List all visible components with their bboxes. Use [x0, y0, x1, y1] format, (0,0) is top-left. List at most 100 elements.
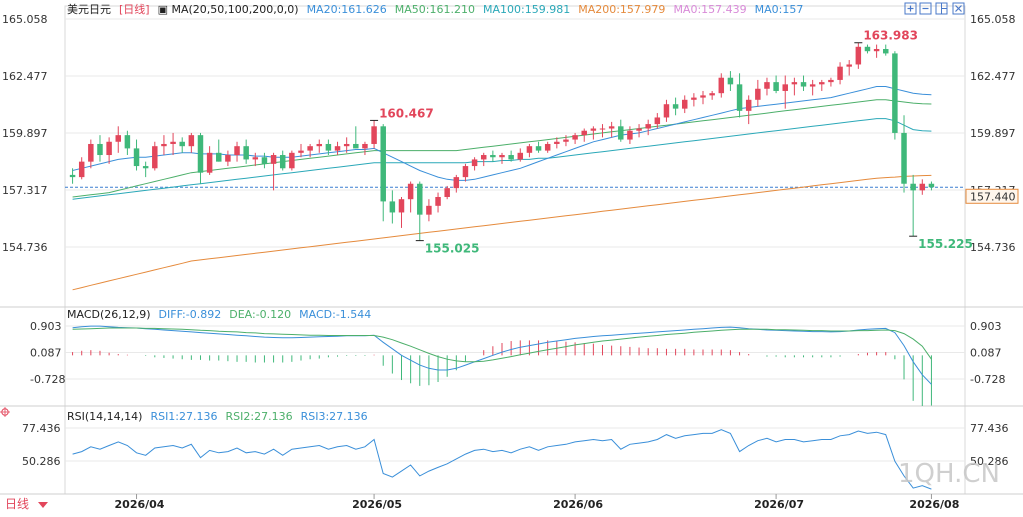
rsi-panel-header: RSI(14,14,14) RSI1:27.136 RSI2:27.136 RSI3:…: [67, 410, 368, 423]
price-tick-left: 157.317: [2, 184, 48, 197]
candle: [417, 181, 423, 241]
candle: [407, 181, 414, 213]
candle: [855, 42, 862, 69]
ma50-line: [72, 99, 932, 198]
candle: [901, 115, 907, 193]
price-tick-left: 165.058: [2, 13, 48, 26]
ma200-line: [72, 174, 932, 291]
crosshair-icon[interactable]: [0, 407, 10, 417]
period-switch[interactable]: 日线: [5, 497, 48, 511]
layout-icon[interactable]: [935, 2, 948, 15]
date-axis: 2026/04 2026/05 2026/06 2026/07 2026/08: [115, 494, 959, 511]
candle: [892, 51, 898, 140]
candle: [745, 95, 752, 125]
axes: 165.058 165.058 162.477 162.477 159.897 159.8…: [2, 13, 1019, 468]
macd-value: DEA:-0.120: [229, 308, 291, 321]
candle: [581, 128, 587, 142]
ma-value: MA50:161.210: [395, 3, 475, 16]
macd-tick-right: 0.087: [970, 347, 1002, 360]
collapse-arrow-icon[interactable]: [38, 502, 48, 508]
candle: [69, 168, 76, 184]
close-icon[interactable]: [952, 2, 965, 15]
candle: [389, 190, 396, 224]
candle: [837, 62, 843, 85]
candle: [554, 137, 560, 149]
price-tick-left: 159.897: [2, 127, 48, 140]
candle: [809, 79, 816, 96]
price-tick-right: 165.058: [970, 13, 1016, 26]
candle: [490, 150, 496, 162]
rsi-tick-right: 77.436: [970, 422, 1009, 435]
rsi-tick-right: 50.286: [970, 455, 1009, 468]
date-label: 2026/04: [115, 498, 165, 511]
candle: [435, 192, 441, 213]
candle: [325, 139, 332, 156]
candle: [764, 77, 770, 96]
candle: [535, 141, 542, 153]
rsi-value: RSI1:27.136: [150, 410, 217, 423]
macd-panel: [72, 325, 932, 406]
macd-tick-right: 0.903: [970, 320, 1002, 333]
candle: [170, 132, 176, 156]
candle: [672, 97, 679, 116]
macd-tick-left: 0.087: [30, 347, 62, 360]
candle: [544, 141, 551, 153]
ma-value: MA100:159.981: [483, 3, 570, 16]
grid: [65, 18, 965, 462]
candle: [736, 73, 743, 118]
candle: [353, 126, 359, 149]
annotations: 160.467 155.025 163.983 155.225: [370, 29, 973, 256]
extreme-price-label: 155.225: [918, 237, 973, 251]
rsi-value: RSI2:27.136: [226, 410, 293, 423]
candle: [133, 139, 140, 171]
macd-diff-line: [72, 325, 932, 385]
candle: [124, 130, 131, 156]
candle: [252, 152, 259, 167]
date-label: 2026/05: [352, 498, 402, 511]
candle: [289, 150, 295, 171]
candle: [873, 44, 880, 58]
rsi-config-label: RSI(14,14,14): [67, 410, 142, 423]
price-panel-header: 美元日元 [日线] ▣ MA(20,50,100,200,0,0) MA20:161.…: [67, 2, 803, 16]
macd-panel-header: MACD(26,12,9) DIFF:-0.892 DEA:-0.120 MACD:-…: [67, 308, 371, 321]
candle: [599, 124, 606, 138]
candle: [846, 60, 852, 76]
extreme-price-label: 155.025: [425, 242, 480, 256]
candle: [106, 137, 112, 164]
candle: [142, 161, 149, 178]
candle: [88, 139, 94, 169]
rsi-tick-left: 50.286: [22, 455, 61, 468]
date-label: 2026/08: [909, 498, 959, 511]
toolbar: [904, 2, 965, 15]
candle: [919, 179, 926, 195]
candle: [97, 135, 103, 162]
candle: [800, 75, 807, 91]
candle: [279, 150, 286, 171]
macd-dea-line: [72, 327, 932, 363]
candlesticks: [69, 42, 935, 241]
candle: [864, 44, 871, 54]
candle: [188, 132, 195, 153]
rsi-line: [72, 429, 932, 490]
candle: [508, 150, 514, 162]
zoom-out-icon[interactable]: [919, 2, 932, 15]
candle: [526, 143, 533, 158]
ma-config-label: ▣ MA(20,50,100,200,0,0): [158, 3, 299, 16]
date-label: 2026/07: [754, 498, 804, 511]
candle: [700, 90, 706, 105]
candle: [636, 124, 642, 138]
zoom-in-icon[interactable]: [904, 2, 917, 15]
price-tick-right: 159.897: [970, 127, 1016, 140]
candle: [773, 75, 779, 94]
candle: [727, 71, 734, 91]
candle: [115, 126, 121, 153]
candle: [371, 120, 377, 149]
ma-value: MA0:157: [755, 3, 804, 16]
candle: [462, 163, 469, 182]
ma20-line: [72, 86, 932, 181]
candle: [453, 174, 460, 193]
candle: [517, 148, 524, 162]
candle: [426, 199, 432, 222]
period-switch-label[interactable]: 日线: [5, 497, 29, 511]
